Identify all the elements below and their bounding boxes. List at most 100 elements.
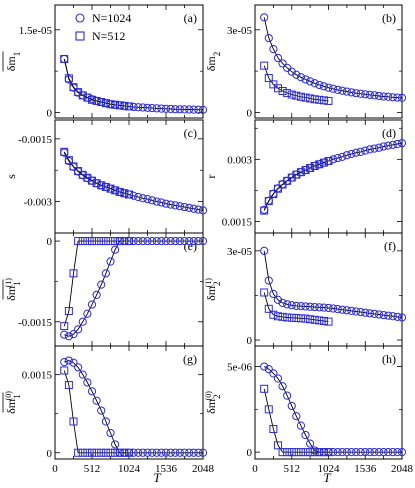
x-tick-label: 1024 xyxy=(118,463,141,475)
data-point-square xyxy=(115,101,124,110)
data-point-square xyxy=(97,98,106,107)
data-point-square xyxy=(88,448,96,457)
data-point-circle xyxy=(69,330,78,339)
x-tick-label: 512 xyxy=(84,463,101,475)
data-point-circle xyxy=(301,75,310,84)
data-point-circle xyxy=(273,374,283,383)
fit-line-n-1024 xyxy=(64,360,203,454)
data-point-circle xyxy=(148,103,157,113)
data-point-circle xyxy=(106,428,115,438)
data-point-circle xyxy=(384,448,393,457)
data-point-circle xyxy=(379,310,388,320)
data-point-square xyxy=(260,384,269,393)
fit-line-n-1024 xyxy=(263,17,403,99)
data-point-circle xyxy=(328,448,338,457)
data-point-circle xyxy=(278,298,287,307)
data-point-square xyxy=(260,61,269,70)
data-point-circle xyxy=(194,105,203,114)
fit-line-n-512 xyxy=(263,160,329,211)
data-point-circle xyxy=(333,448,342,457)
data-point-circle xyxy=(134,236,143,246)
data-point-circle xyxy=(333,85,342,94)
data-point-circle xyxy=(351,89,361,98)
data-point-circle xyxy=(384,92,393,101)
data-point-square xyxy=(120,189,129,198)
data-point-square xyxy=(83,448,92,457)
data-point-circle xyxy=(306,439,315,448)
y-axis-label: δm2 xyxy=(204,52,222,72)
data-point-circle xyxy=(278,382,287,391)
fit-line-n-1024 xyxy=(263,142,403,211)
data-point-circle xyxy=(157,104,166,113)
panel-f: 0 3e-05 (f) δm2(1) xyxy=(202,232,407,347)
data-point-circle xyxy=(273,295,283,305)
data-point-circle xyxy=(296,73,306,82)
y-axis-label: δm2(0) xyxy=(204,391,223,414)
data-point-circle xyxy=(92,396,101,405)
data-point-square xyxy=(315,160,324,169)
data-point-square xyxy=(115,448,124,457)
data-point-circle xyxy=(397,448,407,457)
data-point-square xyxy=(64,156,73,165)
data-point-circle xyxy=(92,290,101,299)
data-point-square xyxy=(287,448,296,457)
data-point-circle xyxy=(175,448,184,457)
data-point-circle xyxy=(69,358,78,367)
data-point-square xyxy=(264,74,273,83)
data-point-circle xyxy=(161,448,171,457)
data-point-circle xyxy=(78,317,87,326)
data-point-circle xyxy=(180,202,189,212)
y-tick-label: 0.0015 xyxy=(222,216,253,228)
data-point-circle xyxy=(175,236,184,246)
data-point-square xyxy=(74,237,83,246)
y-tick-label: 0 xyxy=(247,447,253,459)
data-point-circle xyxy=(361,308,370,317)
data-point-square xyxy=(88,176,96,185)
data-point-square xyxy=(106,448,115,457)
data-point-circle xyxy=(361,448,370,457)
data-point-circle xyxy=(347,306,356,316)
data-point-circle xyxy=(264,365,273,374)
x-tick-label: 0 xyxy=(52,463,58,475)
data-point-square xyxy=(92,179,101,188)
data-point-circle xyxy=(97,406,106,415)
data-point-circle xyxy=(338,448,347,457)
data-point-circle xyxy=(97,280,106,289)
data-point-square xyxy=(97,237,106,246)
data-point-circle xyxy=(129,191,138,200)
data-point-circle xyxy=(198,448,208,457)
data-point-circle xyxy=(194,448,203,457)
data-point-square xyxy=(69,83,78,92)
data-point-square xyxy=(60,147,69,156)
data-point-circle xyxy=(328,84,338,93)
data-point-circle xyxy=(393,139,402,149)
data-point-square xyxy=(278,312,287,321)
data-point-square xyxy=(315,95,324,104)
data-point-circle xyxy=(374,310,384,319)
data-point-square xyxy=(64,307,73,316)
panel-e: 0 -0.0015 (e) δm1(1) xyxy=(2,232,208,347)
data-point-circle xyxy=(342,448,351,457)
y-tick-label: 1.5e-05 xyxy=(19,25,53,37)
data-point-square xyxy=(88,95,96,104)
data-point-circle xyxy=(134,103,143,112)
data-point-circle xyxy=(388,312,397,321)
x-tick-label: 1536 xyxy=(354,463,377,475)
data-point-circle xyxy=(374,448,384,457)
data-point-circle xyxy=(260,13,269,22)
x-tick-label: 2048 xyxy=(391,463,414,475)
x-tick-label: 0 xyxy=(252,463,258,475)
data-point-square xyxy=(283,313,292,322)
data-point-circle xyxy=(301,302,310,311)
data-point-square xyxy=(296,448,305,457)
data-point-square xyxy=(120,448,129,457)
panel-g: 0 512 1024 1536 2048 0 0.0015 (g) δm1(0) xyxy=(2,345,215,475)
data-point-circle xyxy=(78,370,87,379)
data-point-square xyxy=(306,94,315,103)
data-point-circle xyxy=(161,236,171,246)
data-point-square xyxy=(273,184,282,193)
data-point-circle xyxy=(189,236,198,246)
data-point-circle xyxy=(287,301,296,310)
data-point-circle xyxy=(64,332,73,341)
fit-line-n-512 xyxy=(63,58,130,107)
